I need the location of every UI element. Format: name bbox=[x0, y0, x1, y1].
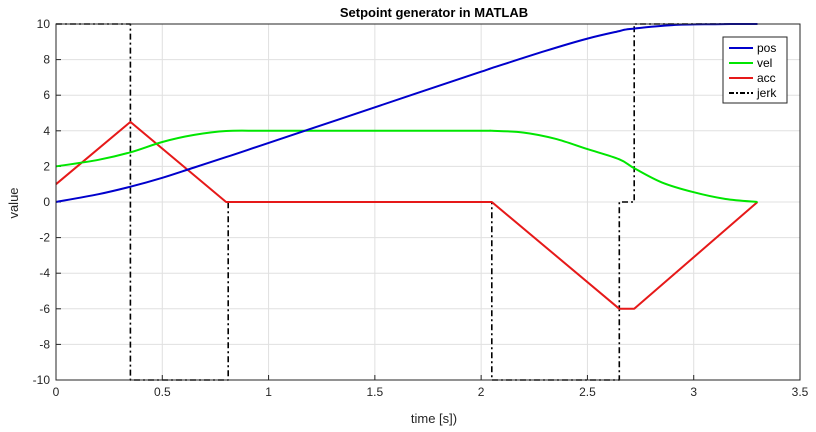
x-tick-label: 2.5 bbox=[579, 385, 596, 399]
series-lines bbox=[55, 23, 759, 381]
legend-label-vel: vel bbox=[757, 56, 772, 70]
y-tick-label: -10 bbox=[33, 373, 51, 387]
plot-frame bbox=[55, 23, 801, 381]
y-tick-label: -2 bbox=[39, 231, 50, 245]
y-tick-label: -4 bbox=[39, 266, 50, 280]
y-tick-label: 2 bbox=[43, 159, 50, 173]
legend-label-jerk: jerk bbox=[756, 86, 777, 100]
y-tick-label: 6 bbox=[43, 88, 50, 102]
x-tick-label: 0.5 bbox=[154, 385, 171, 399]
y-tick-label: -6 bbox=[39, 302, 50, 316]
x-tick-label: 3 bbox=[690, 385, 697, 399]
y-tick-label: 10 bbox=[37, 17, 51, 31]
x-tick-label: 2 bbox=[478, 385, 485, 399]
y-axis-label: value bbox=[6, 187, 21, 218]
series-vel-line bbox=[55, 129, 758, 203]
x-tick-label: 0 bbox=[53, 385, 60, 399]
legend-label-pos: pos bbox=[757, 41, 776, 55]
x-tick-label: 3.5 bbox=[792, 385, 809, 399]
legend-label-acc: acc bbox=[757, 71, 776, 85]
y-tick-label: 0 bbox=[43, 195, 50, 209]
y-tick-label: 8 bbox=[43, 53, 50, 67]
chart-title: Setpoint generator in MATLAB bbox=[340, 5, 528, 20]
x-tick-label: 1.5 bbox=[367, 385, 384, 399]
series-pos-line bbox=[55, 23, 758, 203]
y-tick-label: -8 bbox=[39, 337, 50, 351]
y-tick-label: 4 bbox=[43, 124, 50, 138]
series-acc-line bbox=[55, 120, 759, 310]
x-axis-label: time [s]) bbox=[411, 411, 457, 426]
x-tick-label: 1 bbox=[265, 385, 272, 399]
